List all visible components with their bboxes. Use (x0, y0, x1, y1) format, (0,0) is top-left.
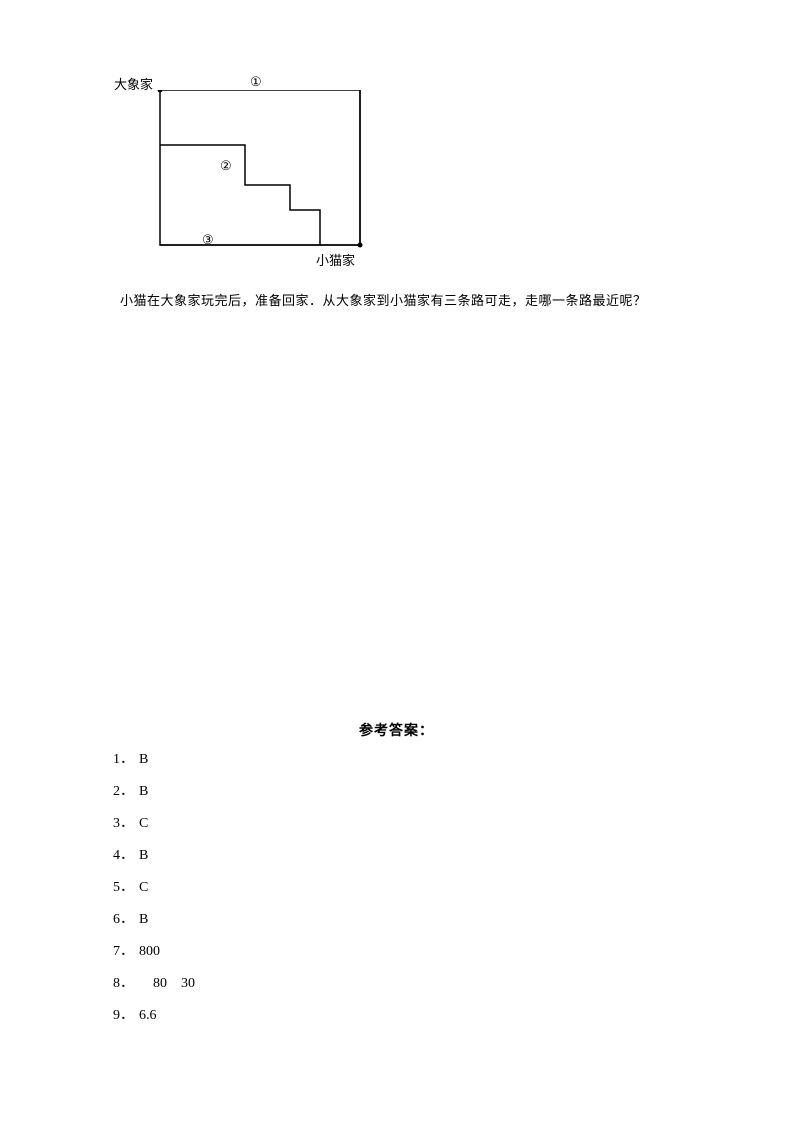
answer-num: 8． (113, 972, 139, 992)
label-path1: ① (250, 74, 262, 90)
step-path (160, 145, 320, 245)
answer-row: 2．B (113, 780, 195, 800)
answer-val: 6.6 (139, 1008, 157, 1023)
answer-val: B (139, 912, 148, 927)
answer-val: B (139, 784, 148, 799)
answer-row: 3．C (113, 812, 195, 832)
diagram-svg (120, 90, 380, 270)
answer-header: 参考答案： (0, 720, 793, 740)
answer-row: 7．800 (113, 940, 195, 960)
outer-rect (160, 90, 360, 245)
answer-num: 9． (113, 1004, 139, 1024)
answer-num: 1． (113, 748, 139, 768)
answer-row: 1．B (113, 748, 195, 768)
label-path3: ③ (202, 232, 214, 248)
answer-val: 80 30 (139, 976, 195, 991)
answer-num: 6． (113, 908, 139, 928)
answer-num: 2． (113, 780, 139, 800)
label-cat-home: 小猫家 (316, 250, 355, 269)
answer-val: C (139, 816, 148, 831)
answer-val: B (139, 848, 148, 863)
label-elephant-home: 大象家 (114, 74, 153, 93)
answer-row: 4．B (113, 844, 195, 864)
answer-row: 5．C (113, 876, 195, 896)
label-path2: ② (220, 158, 232, 174)
answer-val: B (139, 752, 148, 767)
answer-list: 1．B 2．B 3．C 4．B 5．C 6．B 7．800 8． 80 30 9… (113, 748, 195, 1036)
end-dot (358, 243, 363, 248)
answer-num: 7． (113, 940, 139, 960)
answer-val: 800 (139, 944, 160, 959)
answer-val: C (139, 880, 148, 895)
answer-num: 5． (113, 876, 139, 896)
question-text: 小猫在大象家玩完后，准备回家．从大象家到小猫家有三条路可走，走哪一条路最近呢？ (120, 290, 647, 309)
answer-row: 9．6.6 (113, 1004, 195, 1024)
answer-num: 4． (113, 844, 139, 864)
path-diagram: 大象家 小猫家 ① ② ③ (120, 90, 380, 270)
start-dot (158, 90, 163, 93)
answer-row: 6．B (113, 908, 195, 928)
answer-row: 8． 80 30 (113, 972, 195, 992)
answer-num: 3． (113, 812, 139, 832)
